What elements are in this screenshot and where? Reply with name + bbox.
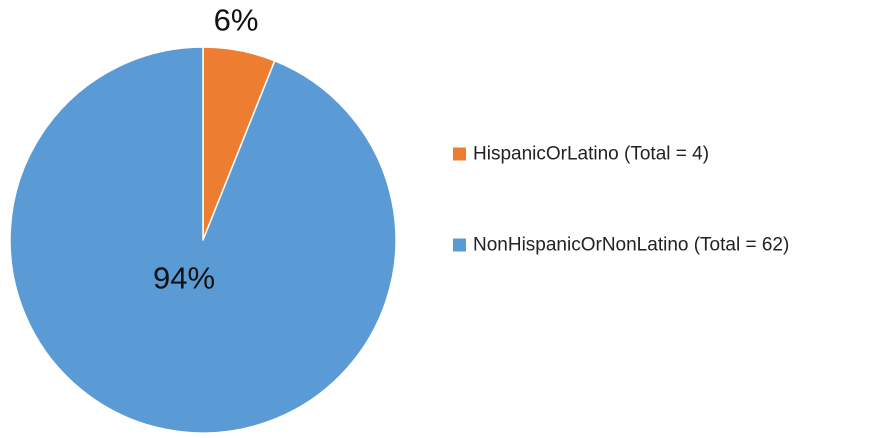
legend-swatch-2 — [453, 238, 466, 252]
pie-data-labels: 6% 94% — [153, 3, 258, 296]
legend-label-1: HispanicOrLatino (Total = 4) — [473, 144, 709, 165]
legend: HispanicOrLatino (Total = 4) NonHispanicO… — [453, 144, 789, 256]
legend-item-2: NonHispanicOrNonLatino (Total = 62) — [453, 235, 789, 256]
pie-data-label-2: 94% — [153, 261, 215, 296]
legend-label-2: NonHispanicOrNonLatino (Total = 62) — [473, 235, 789, 256]
legend-item-1: HispanicOrLatino (Total = 4) — [453, 144, 709, 165]
legend-swatch-1 — [453, 147, 466, 161]
pie-slice-2 — [9, 46, 397, 434]
pie-data-label-1: 6% — [214, 3, 259, 38]
pie-slices — [9, 46, 397, 434]
